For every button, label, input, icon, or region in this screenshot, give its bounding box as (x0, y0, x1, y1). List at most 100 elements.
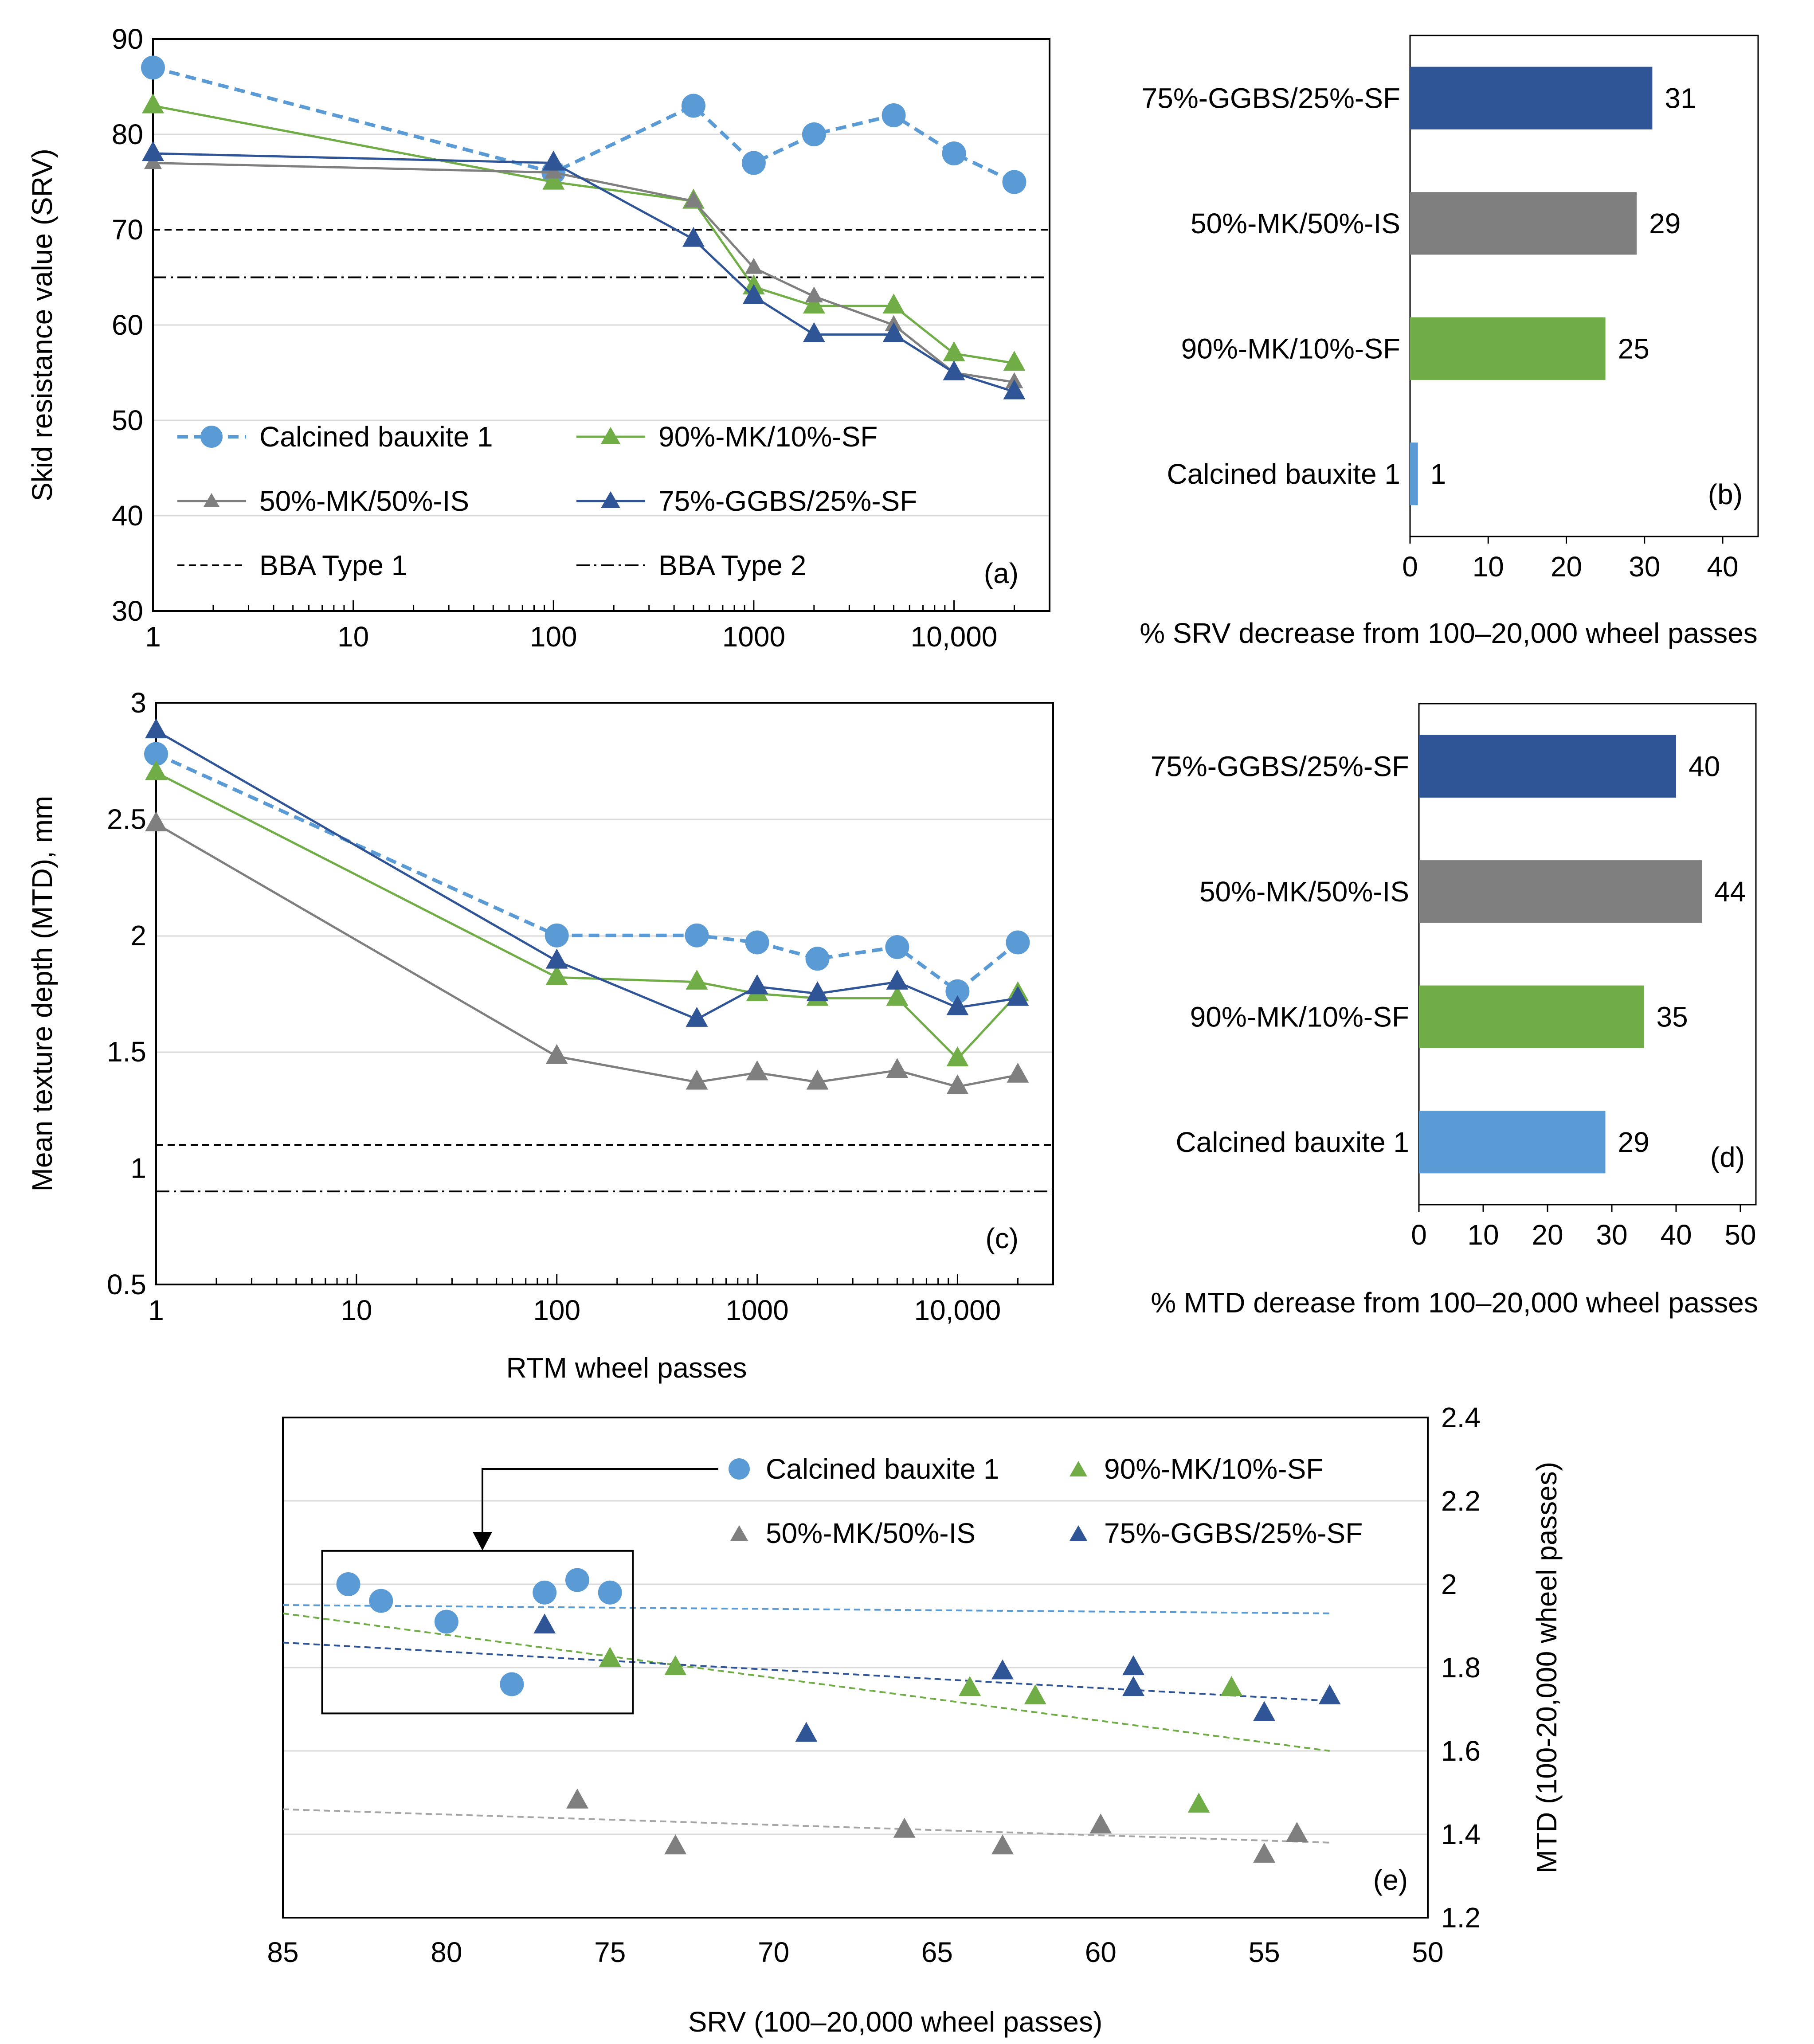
c-point-ggbs (946, 995, 969, 1015)
a-point-calcined (1002, 170, 1026, 194)
c-point-calcined (144, 742, 168, 766)
a-legend-marker-mk-is (204, 493, 219, 507)
c-axis-ticks: 0.511.522.531 10 100 1000 10,000 (107, 687, 1054, 1326)
e-legend-marker-mk-sf (1070, 1461, 1087, 1476)
e-point-ggbs (1122, 1676, 1145, 1696)
e-point-mk_sf (959, 1676, 981, 1696)
a-point-ggbs (742, 284, 765, 304)
d-value-label: 29 (1618, 1126, 1649, 1158)
c-ytick-label: 1.5 (107, 1036, 146, 1068)
c-point-ggbs (545, 948, 568, 969)
e-trend-mk_sf (282, 1612, 1330, 1752)
e-legend-label-ggbs: 75%-GGBS/25%-SF (1104, 1517, 1363, 1549)
e-plot-frame (282, 1417, 1429, 1919)
e-inset-box (321, 1550, 634, 1715)
c-series-line-ggbs (155, 729, 1018, 1021)
e-point-mk_is (991, 1834, 1014, 1855)
c-point-calcined (1006, 930, 1030, 955)
d-xtick-label: 40 (1660, 1219, 1692, 1251)
a-point-ggbs (943, 360, 965, 380)
c-plot-frame (155, 702, 1054, 1285)
e-point-mk_is (664, 1834, 687, 1855)
a-legend-label-bba2: BBA Type 2 (658, 549, 806, 581)
a-point-ggbs (542, 150, 565, 171)
panel-b-srv-decrease-bars: 75%-GGBS/25%-SF 31 50%-MK/50%-IS 29 90%-MK/1… (1140, 35, 1759, 649)
e-legend-marker-mk-is (730, 1525, 748, 1541)
a-xtick-label: 1000 (722, 621, 785, 653)
c-point-calcined (885, 935, 909, 959)
a-ytick-label: 90 (112, 23, 143, 55)
c-point-ggbs (886, 969, 909, 990)
a-legend-label-ggbs: 75%-GGBS/25%-SF (658, 485, 917, 517)
e-point-mk_sf (1024, 1684, 1046, 1704)
c-reference-lines (156, 1144, 1053, 1193)
e-point-calcined (369, 1589, 393, 1613)
e-point-ggbs (533, 1613, 556, 1634)
c-xtick-label: 1000 (725, 1294, 788, 1326)
e-point-mk_sf (1220, 1676, 1243, 1696)
d-bars: 75%-GGBS/25%-SF 40 50%-MK/50%-IS 44 90%-MK/1… (1151, 735, 1756, 1251)
c-point-mk_is (806, 1069, 829, 1090)
e-point-ggbs (795, 1722, 818, 1742)
c-xlabel: RTM wheel passes (506, 1352, 747, 1384)
e-xtick-label: 55 (1249, 1936, 1280, 1968)
c-point-ggbs (145, 718, 167, 739)
c-point-calcined (945, 979, 970, 1003)
e-inset-arrow (482, 1468, 718, 1535)
b-xtick-label: 0 (1402, 551, 1418, 583)
c-point-calcined (685, 923, 709, 948)
d-xtick-label: 50 (1724, 1219, 1756, 1251)
c-point-mk_sf (686, 969, 708, 990)
b-category-label: 75%-GGBS/25%-SF (1142, 82, 1400, 114)
a-series-line-mk_sf (153, 105, 1015, 364)
e-trend-ggbs (282, 1641, 1330, 1702)
e-ylabel: MTD (100-20,000 wheel passes) (1531, 1462, 1563, 1873)
e-xtick-label: 75 (594, 1936, 626, 1968)
c-point-mk_is (946, 1074, 969, 1095)
c-series-line-mk_is (155, 822, 1018, 1088)
d-panel-label: (d) (1710, 1141, 1745, 1173)
a-legend-label-mk-is: 50%-MK/50%-IS (259, 485, 469, 517)
b-category-label: 90%-MK/10%-SF (1181, 333, 1400, 364)
e-legend: Calcined bauxite 1 90%-MK/10%-SF 50%-MK/… (729, 1453, 1363, 1549)
a-point-mk_sf (142, 93, 164, 114)
d-bar-ggbs (1419, 735, 1676, 798)
panel-e-srv-mtd-scatter: 85 80 75 70 65 60 55 501.2 1.4 1.6 1.8 2 2.2 2.4 Calc… (267, 1402, 1563, 2038)
e-point-mk_is (1285, 1822, 1308, 1842)
b-xtick-label: 10 (1473, 551, 1504, 583)
b-bar-mk_sf (1410, 317, 1606, 380)
c-point-calcined (545, 923, 569, 948)
c-ytick-label: 0.5 (107, 1269, 146, 1300)
c-point-ggbs (1007, 986, 1029, 1006)
e-point-ggbs (991, 1659, 1014, 1680)
d-xtick-label: 10 (1467, 1219, 1499, 1251)
d-bar-calcined (1419, 1111, 1606, 1174)
b-xlabel: % SRV decrease from 100–20,000 wheel pas… (1140, 617, 1757, 649)
b-xtick-label: 20 (1551, 551, 1582, 583)
a-legend-marker-mk-sf (601, 427, 620, 444)
c-point-mk_sf (545, 965, 568, 985)
d-category-label: 90%-MK/10%-SF (1190, 1001, 1409, 1033)
b-bar-calcined (1410, 442, 1418, 505)
e-legend-marker-ggbs (1070, 1525, 1087, 1541)
c-point-mk_is (686, 1069, 708, 1090)
e-point-ggbs (1253, 1701, 1276, 1721)
c-ytick-label: 1 (130, 1152, 146, 1184)
a-legend-marker-calcined (200, 426, 223, 448)
a-series-line-ggbs (153, 152, 1015, 393)
c-panel-label: (c) (985, 1222, 1019, 1254)
e-axis-ticks: 85 80 75 70 65 60 55 501.2 1.4 1.6 1.8 2 2.2 2.4 (267, 1402, 1481, 1968)
e-ytick-label: 1.2 (1441, 1902, 1481, 1934)
b-value-label: 25 (1618, 333, 1649, 364)
a-point-mk_sf (542, 169, 565, 190)
a-reference-lines (153, 229, 1050, 278)
c-point-ggbs (746, 974, 768, 995)
a-point-calcined (741, 151, 766, 175)
b-plot-frame (1409, 35, 1759, 537)
a-point-mk_is (744, 258, 763, 274)
a-point-ggbs (142, 141, 164, 161)
d-xlabel: % MTD derease from 100–20,000 wheel pass… (1151, 1287, 1758, 1319)
c-point-mk_is (1007, 1062, 1029, 1083)
a-xtick-label: 10,000 (911, 621, 998, 653)
